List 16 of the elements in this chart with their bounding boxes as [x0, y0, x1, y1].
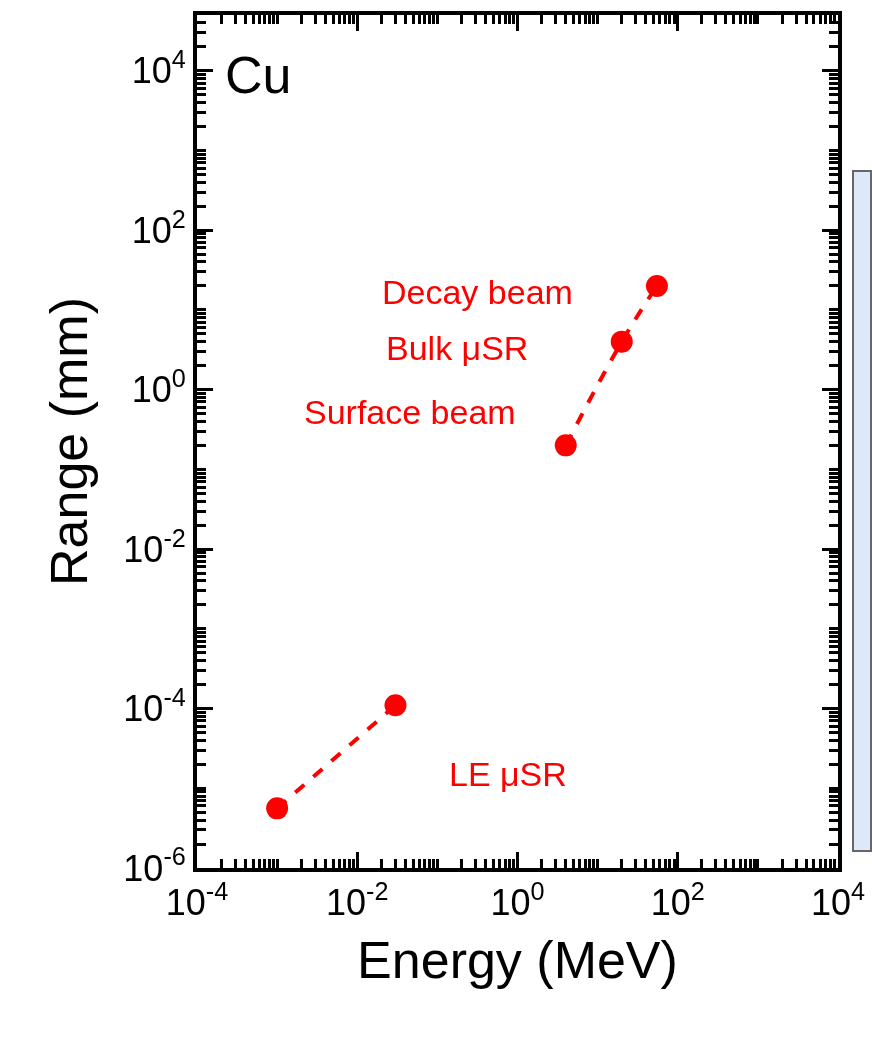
y-tick-label: 10$^{0}$ — [131, 364, 186, 411]
x-tick-label: 10$^{-2}$ — [326, 877, 389, 924]
y-tick-label: 10$^{2}$ — [131, 204, 186, 251]
annotation: Decay beam — [382, 273, 573, 311]
y-tick-label: 10$^{-4}$ — [123, 683, 186, 730]
annotation: LE μSR — [449, 755, 567, 793]
y-tick-label: 10$^{-2}$ — [123, 523, 186, 570]
y-axis-title: Range (mm) — [40, 297, 99, 586]
x-axis-title: Energy (MeV) — [357, 930, 678, 989]
annotation: Bulk μSR — [386, 329, 529, 367]
y-tick-label: 10$^{4}$ — [131, 45, 186, 92]
annotation: Surface beam — [304, 393, 516, 431]
x-tick-label: 10$^{2}$ — [650, 877, 705, 924]
x-tick-label: 10$^{0}$ — [490, 877, 545, 924]
annotation: Cu — [225, 46, 292, 104]
x-tick-label: 10$^{4}$ — [810, 877, 866, 924]
